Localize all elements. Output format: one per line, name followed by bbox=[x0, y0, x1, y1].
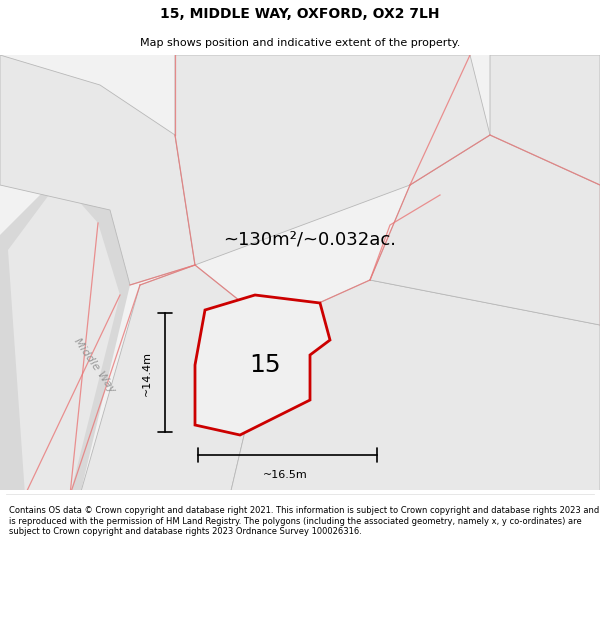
Text: ~14.4m: ~14.4m bbox=[142, 351, 152, 396]
Text: Map shows position and indicative extent of the property.: Map shows position and indicative extent… bbox=[140, 38, 460, 48]
Polygon shape bbox=[70, 265, 270, 495]
Polygon shape bbox=[0, 55, 195, 285]
Polygon shape bbox=[195, 295, 330, 435]
Polygon shape bbox=[8, 180, 120, 495]
Text: ~130m²/~0.032ac.: ~130m²/~0.032ac. bbox=[223, 231, 397, 249]
Polygon shape bbox=[0, 55, 600, 490]
Text: Middle Way: Middle Way bbox=[73, 336, 118, 394]
Polygon shape bbox=[230, 280, 600, 495]
Text: 15, MIDDLE WAY, OXFORD, OX2 7LH: 15, MIDDLE WAY, OXFORD, OX2 7LH bbox=[160, 7, 440, 21]
Polygon shape bbox=[370, 135, 600, 325]
Text: ~16.5m: ~16.5m bbox=[263, 470, 307, 480]
Text: Contains OS data © Crown copyright and database right 2021. This information is : Contains OS data © Crown copyright and d… bbox=[9, 506, 599, 536]
Text: 15: 15 bbox=[249, 353, 281, 377]
Polygon shape bbox=[0, 165, 130, 495]
Polygon shape bbox=[175, 55, 490, 265]
Polygon shape bbox=[490, 55, 600, 185]
